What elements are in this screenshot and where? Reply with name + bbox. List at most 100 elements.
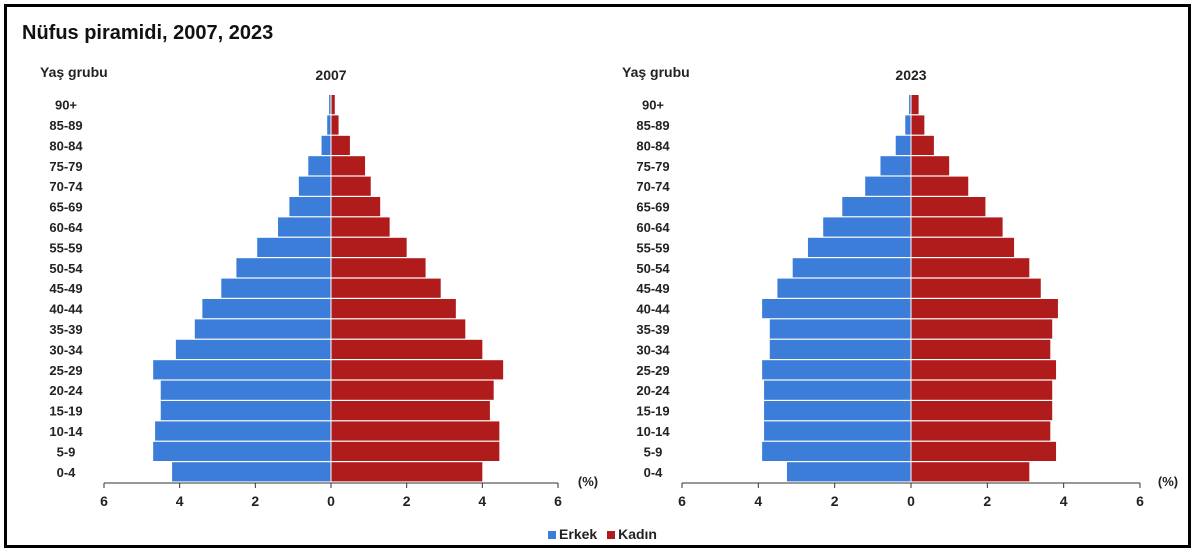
age-group-label: 65-69 (49, 200, 82, 215)
age-group-label: 50-54 (636, 261, 670, 276)
age-group-label: 45-49 (49, 281, 82, 296)
age-group-label: 45-49 (636, 281, 669, 296)
female-bar-15-19 (331, 401, 490, 421)
age-group-label: 30-34 (636, 342, 670, 357)
female-bar-35-39 (911, 319, 1053, 339)
male-bar-45-49 (777, 278, 911, 298)
age-group-label: 35-39 (49, 322, 82, 337)
female-bar-85-89 (911, 115, 925, 135)
male-bar-85-89 (327, 115, 331, 135)
male-bar-15-19 (160, 401, 331, 421)
female-bar-15-19 (911, 401, 1053, 421)
female-bar-50-54 (911, 258, 1030, 278)
x-tick-label: 4 (478, 493, 486, 509)
age-group-label: 30-34 (49, 342, 83, 357)
female-bar-75-79 (911, 156, 950, 176)
x-tick-label: 6 (100, 493, 108, 509)
female-bar-10-14 (911, 421, 1051, 441)
chart-title: Nüfus piramidi, 2007, 2023 (22, 22, 274, 44)
legend: Erkek Kadın (0, 526, 1199, 542)
y-axis-label: Yaş grubu (40, 64, 108, 80)
male-bar-65-69 (289, 197, 331, 217)
female-bar-90+ (911, 95, 919, 115)
male-bar-80-84 (321, 135, 331, 155)
male-bar-90+ (909, 95, 911, 115)
male-bar-65-69 (842, 197, 911, 217)
x-tick-label: 2 (983, 493, 991, 509)
x-tick-label: 2 (251, 493, 259, 509)
male-bar-70-74 (865, 176, 911, 196)
x-tick-label: 2 (403, 493, 411, 509)
legend-male-label: Erkek (559, 526, 598, 542)
male-bar-45-49 (221, 278, 331, 298)
male-bar-25-29 (762, 360, 911, 380)
x-tick-label: 6 (678, 493, 686, 509)
male-bar-80-84 (895, 135, 911, 155)
male-bar-30-34 (175, 339, 331, 359)
x-tick-label: 6 (1136, 493, 1144, 509)
female-bar-35-39 (331, 319, 466, 339)
x-axis-unit-label: (%) (1158, 474, 1178, 489)
legend-female-label: Kadın (618, 526, 657, 542)
female-bar-0-4 (331, 462, 483, 482)
age-group-label: 90+ (642, 98, 664, 113)
age-group-label: 0-4 (644, 465, 664, 480)
age-group-label: 70-74 (49, 179, 83, 194)
female-bar-60-64 (911, 217, 1003, 237)
female-bar-40-44 (331, 299, 456, 319)
male-bar-40-44 (202, 299, 331, 319)
male-bar-5-9 (153, 441, 331, 461)
age-group-label: 25-29 (49, 363, 82, 378)
male-bar-55-59 (257, 237, 331, 257)
age-group-label: 85-89 (636, 118, 669, 133)
female-bar-45-49 (331, 278, 441, 298)
male-bar-0-4 (172, 462, 331, 482)
panel-year-label: 2007 (315, 67, 346, 83)
age-group-label: 25-29 (636, 363, 669, 378)
age-group-label: 5-9 (644, 444, 663, 459)
age-group-label: 60-64 (49, 220, 83, 235)
male-bar-55-59 (807, 237, 911, 257)
male-bar-5-9 (762, 441, 911, 461)
male-bar-30-34 (769, 339, 911, 359)
male-bar-75-79 (880, 156, 911, 176)
x-tick-label: 4 (754, 493, 762, 509)
female-bar-50-54 (331, 258, 426, 278)
female-bar-60-64 (331, 217, 390, 237)
x-tick-label: 4 (176, 493, 184, 509)
age-group-label: 80-84 (49, 138, 83, 153)
legend-female-swatch (607, 531, 616, 540)
male-bar-35-39 (194, 319, 331, 339)
age-group-label: 75-79 (636, 159, 669, 174)
legend-male-swatch (548, 531, 557, 540)
male-bar-90+ (329, 95, 331, 115)
female-bar-85-89 (331, 115, 339, 135)
male-bar-20-24 (160, 380, 331, 400)
age-group-label: 60-64 (636, 220, 670, 235)
male-bar-85-89 (905, 115, 911, 135)
male-bar-10-14 (764, 421, 911, 441)
age-group-label: 5-9 (57, 444, 76, 459)
age-group-label: 90+ (55, 98, 77, 113)
male-bar-50-54 (236, 258, 331, 278)
age-group-label: 20-24 (636, 383, 670, 398)
age-group-label: 55-59 (49, 240, 82, 255)
age-group-label: 15-19 (49, 404, 82, 419)
age-group-label: 40-44 (49, 302, 83, 317)
age-group-label: 15-19 (636, 404, 669, 419)
x-axis-unit-label: (%) (578, 474, 598, 489)
female-bar-70-74 (911, 176, 969, 196)
male-bar-0-4 (786, 462, 911, 482)
age-group-label: 65-69 (636, 200, 669, 215)
x-tick-label: 0 (327, 493, 335, 509)
male-bar-75-79 (308, 156, 331, 176)
age-group-label: 40-44 (636, 302, 670, 317)
y-axis-label: Yaş grubu (622, 64, 690, 80)
male-bar-20-24 (764, 380, 911, 400)
female-bar-55-59 (911, 237, 1015, 257)
male-bar-60-64 (823, 217, 911, 237)
age-group-label: 80-84 (636, 138, 670, 153)
female-bar-20-24 (331, 380, 494, 400)
male-bar-70-74 (298, 176, 331, 196)
